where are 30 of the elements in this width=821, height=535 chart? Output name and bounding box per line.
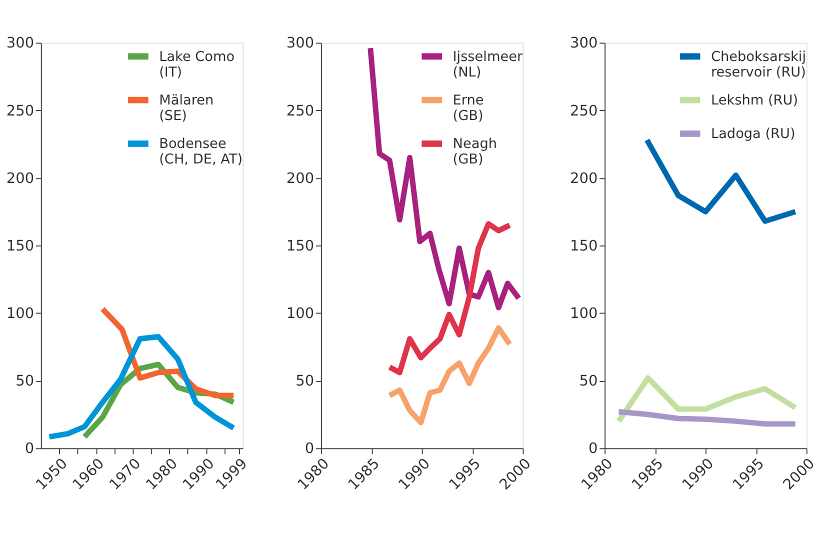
legend-label: Mälaren (SE) (159, 92, 214, 124)
y-tick-label: 50 (296, 374, 314, 390)
y-tick-label: 300 (570, 36, 598, 52)
y-tick-label: 200 (6, 170, 34, 187)
y-tick-label: 150 (286, 238, 314, 254)
legend-label: Erne (GB) (452, 92, 484, 124)
y-tick-label: 100 (570, 306, 598, 322)
y-tick-label: 150 (570, 238, 598, 254)
y-tick-label: 50 (16, 374, 34, 390)
y-tick-label: 50 (579, 374, 598, 390)
y-tick-label: 250 (570, 103, 598, 120)
y-tick-label: 0 (304, 441, 314, 458)
legend-label: Lekshm (RU) (710, 92, 798, 109)
y-tick-label: 150 (6, 238, 34, 254)
y-tick-label: 250 (286, 103, 314, 120)
y-tick-label: 250 (6, 103, 34, 120)
legend-label: Ladoga (RU) (710, 126, 796, 142)
y-tick-label: 100 (286, 306, 314, 322)
y-tick-label: 100 (6, 306, 34, 322)
y-tick-label: 300 (6, 36, 34, 52)
legend-label: Bodensee (CH, DE, AT) (159, 136, 243, 168)
y-tick-label: 0 (24, 441, 34, 458)
y-tick-label: 300 (286, 36, 314, 52)
legend-label: Cheboksarskij reservoir (RU) (710, 48, 806, 80)
y-tick-label: 0 (588, 441, 598, 458)
y-tick-label: 200 (286, 170, 314, 187)
legend-label: Ijsselmeer (NL) (452, 48, 523, 80)
y-tick-label: 200 (570, 170, 598, 187)
legend-label: Neagh (GB) (452, 136, 497, 168)
legend-label: Lake Como (IT) (159, 48, 235, 80)
